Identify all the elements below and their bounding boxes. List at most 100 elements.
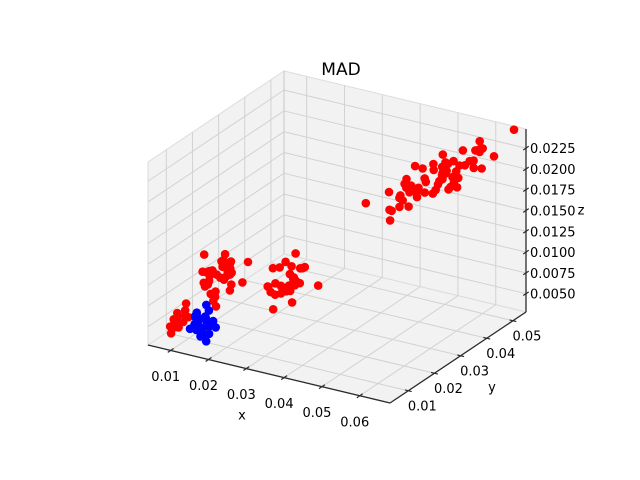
line	[243, 366, 250, 372]
data-point	[385, 216, 395, 225]
red-cluster-high	[361, 125, 519, 225]
data-point	[443, 159, 453, 169]
line	[283, 286, 421, 379]
y-tick-label: 0.01	[408, 399, 437, 414]
data-point	[204, 329, 214, 339]
line	[430, 371, 439, 375]
data-point	[210, 292, 220, 302]
axis-spines	[147, 129, 527, 404]
line	[270, 262, 514, 322]
blue-cluster	[185, 300, 220, 346]
data-point	[313, 281, 323, 290]
data-point	[200, 282, 210, 291]
data-point	[217, 257, 226, 266]
data-point	[431, 185, 441, 195]
y-axis-label: y	[488, 380, 496, 396]
data-point	[225, 259, 235, 269]
line	[147, 214, 285, 307]
line	[522, 145, 530, 151]
line	[359, 304, 497, 397]
data-point	[471, 146, 480, 155]
line	[147, 131, 285, 224]
x-tick-label: 0.03	[227, 388, 256, 403]
data-point	[173, 311, 183, 320]
line	[170, 259, 307, 351]
chart-title: MAD	[321, 60, 361, 80]
z-axis-label: z	[577, 203, 585, 219]
data-point	[285, 286, 295, 296]
line	[404, 389, 412, 393]
line	[321, 295, 459, 388]
z-tick-label: 0.0150	[530, 205, 576, 220]
line	[522, 249, 530, 255]
data-point	[180, 306, 190, 315]
data-point	[166, 329, 176, 338]
line	[283, 110, 527, 170]
data-point	[295, 264, 305, 273]
data-point	[410, 161, 420, 171]
line	[356, 393, 363, 399]
line	[283, 235, 527, 295]
data-point	[448, 172, 457, 182]
data-point	[173, 321, 182, 331]
scatter-points	[165, 125, 519, 346]
line	[218, 297, 461, 357]
data-point	[361, 198, 371, 208]
data-point	[243, 257, 253, 267]
data-point	[225, 286, 235, 295]
data-point	[200, 312, 210, 321]
data-point	[414, 185, 423, 195]
line	[509, 319, 517, 323]
line	[283, 193, 527, 253]
y-tick-label: 0.03	[460, 364, 489, 379]
line	[192, 314, 435, 374]
data-point	[184, 312, 193, 322]
line	[147, 193, 285, 286]
data-point	[460, 161, 470, 170]
data-point	[264, 282, 273, 292]
line	[147, 110, 285, 203]
data-point	[208, 266, 217, 275]
line	[522, 166, 530, 172]
data-point	[194, 315, 203, 325]
x-axis-label: x	[238, 408, 246, 424]
data-point	[275, 263, 285, 272]
data-point	[387, 206, 397, 216]
data-point	[220, 249, 230, 259]
data-point	[198, 267, 207, 277]
data-point	[221, 272, 231, 282]
x-tick-label: 0.01	[151, 370, 180, 385]
x-tick-label: 0.04	[265, 397, 294, 412]
z-tick-label: 0.0125	[530, 225, 576, 240]
line	[522, 291, 530, 297]
line	[147, 235, 285, 328]
x-tick-label: 0.05	[302, 406, 331, 421]
line	[522, 228, 530, 234]
data-point	[404, 202, 413, 211]
data-point	[438, 174, 447, 183]
data-point	[395, 193, 404, 203]
red-cluster-mid-left	[198, 249, 253, 311]
line	[246, 277, 383, 369]
red-cluster-low	[165, 299, 193, 338]
line	[389, 311, 527, 404]
data-point	[452, 183, 462, 192]
data-point	[469, 163, 479, 173]
line	[147, 152, 285, 244]
line	[483, 336, 491, 340]
line	[280, 375, 288, 381]
axes-panes	[146, 70, 528, 404]
data-point	[444, 185, 453, 194]
line	[283, 89, 527, 149]
line	[522, 208, 530, 213]
data-point	[400, 179, 409, 189]
line	[147, 89, 285, 182]
line	[205, 357, 212, 362]
data-point	[489, 152, 499, 161]
red-cluster-mid	[263, 249, 323, 314]
data-point	[276, 281, 286, 291]
z-tick-label: 0.0175	[530, 184, 576, 199]
grid-lines	[147, 71, 527, 397]
line	[147, 344, 391, 404]
